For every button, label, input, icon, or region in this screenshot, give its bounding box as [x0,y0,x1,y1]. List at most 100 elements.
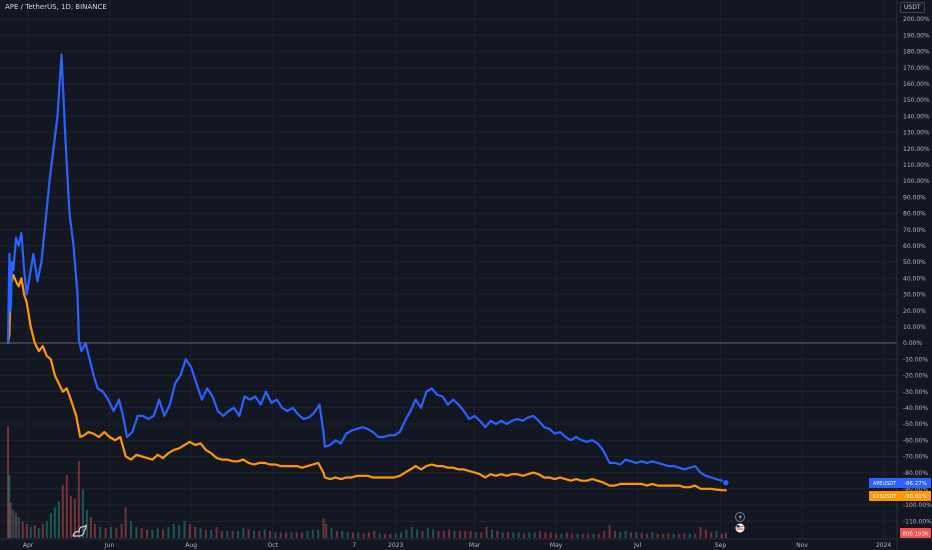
volume-bar [555,533,558,538]
volume-bar [306,531,309,538]
volume-bar [501,532,504,538]
chart-title[interactable]: APE / TetherUS, 1D, BINANCE [5,3,107,11]
volume-bar [269,531,272,538]
volume-bar [635,532,638,538]
volume-bar [346,532,349,538]
volume-bar [104,528,107,538]
x-tick-label: 2023 [388,542,403,549]
volume-bar [236,531,239,538]
volume-bar [12,510,15,538]
volume-bar [496,531,499,538]
volume-bar [533,532,536,538]
volume-bar [565,532,568,538]
time-axis[interactable]: Apr Jun Aug Oct 7 2023 Mar May Jul Sep Nov 2024 [23,542,892,549]
volume-bar [330,528,333,538]
volume-bar [199,528,202,538]
y-tick-label: 180.00% [903,49,930,56]
volume-bar [629,532,632,538]
volume-bar [49,512,52,538]
volume-bar [720,533,723,538]
y-tick-label: 150.00% [903,97,930,104]
badge-name-bg [869,478,900,488]
volume-bar [715,531,718,538]
volume-bar [226,531,229,538]
x-tick-label: Apr [23,542,34,549]
volume-bar [651,532,654,538]
volume-bar [448,529,451,538]
volume-bar [285,532,288,538]
volume-bar [81,489,84,538]
volume-bar [662,533,665,538]
volume-bar [437,531,440,538]
volume-bar [394,533,397,538]
series-line-axsusdt [6,273,727,492]
volume-bar [247,529,250,538]
volume-bar [672,533,675,538]
volume-bar [539,531,542,538]
x-tick-label: Oct [268,542,279,549]
y-tick-label: -10.00% [903,356,928,363]
volume-bar [367,532,370,538]
volume-bar [33,525,36,538]
volume-bar [231,531,234,538]
volume-bar [41,524,44,538]
volume-bar [167,526,170,538]
series-line-apeusdt [6,53,727,484]
volume-bar [699,526,702,538]
badge-value-bg [900,478,931,488]
y-tick-label: -60.00% [903,437,928,444]
volume-bar [592,533,595,538]
currency-button[interactable]: USDT [900,2,925,13]
volume-bars [7,426,727,538]
volume-bar [151,529,154,538]
series-lines [6,53,730,492]
volume-bar [373,531,376,538]
badge-volume-bg [900,528,931,538]
volume-bar [357,532,360,538]
y-tick-label: 100.00% [903,178,930,185]
volume-bar [485,526,488,538]
volume-bar [290,532,293,538]
flag-icon-stripe [736,526,744,528]
volume-bar [215,526,218,538]
y-tick-label: -100.00% [903,502,932,509]
volume-bar [384,533,387,538]
volume-bar [560,533,563,538]
volume-bar [416,529,419,538]
volume-bar [704,529,707,538]
y-tick-label: -110.00% [903,518,932,525]
x-tick-label: Aug [185,542,197,549]
volume-bar [194,526,197,538]
volume-bar [21,521,24,538]
y-tick-label: 110.00% [903,162,930,169]
volume-bar [15,512,18,538]
volume-bar [506,532,509,538]
logo-icon[interactable] [72,522,88,538]
volume-bar [688,533,691,538]
volume-bar [17,517,20,538]
volume-bar [220,531,223,538]
volume-bar [77,461,80,538]
volume-bar [69,496,72,538]
volume-bar [587,533,590,538]
x-tick-label: Nov [796,542,808,549]
y-tick-label: 50.00% [903,259,926,266]
y-tick-label: -70.00% [903,454,928,461]
volume-bar [667,533,670,538]
volume-bar [453,531,456,538]
price-axis[interactable]: 200.00% 190.00% 180.00% 170.00% 160.00% 150.0… [903,16,932,525]
volume-bar [8,475,11,538]
volume-bar [469,531,472,538]
y-tick-label: -20.00% [903,373,928,380]
volume-bar [109,526,112,538]
volume-bar [99,526,102,538]
event-markers[interactable] [735,512,745,533]
volume-bar [432,529,435,538]
volume-bar [188,524,191,538]
volume-bar [325,524,328,538]
volume-bar [442,531,445,538]
volume-bar [362,533,365,538]
x-tick-label: 7 [352,542,356,549]
volume-bar [523,533,526,538]
